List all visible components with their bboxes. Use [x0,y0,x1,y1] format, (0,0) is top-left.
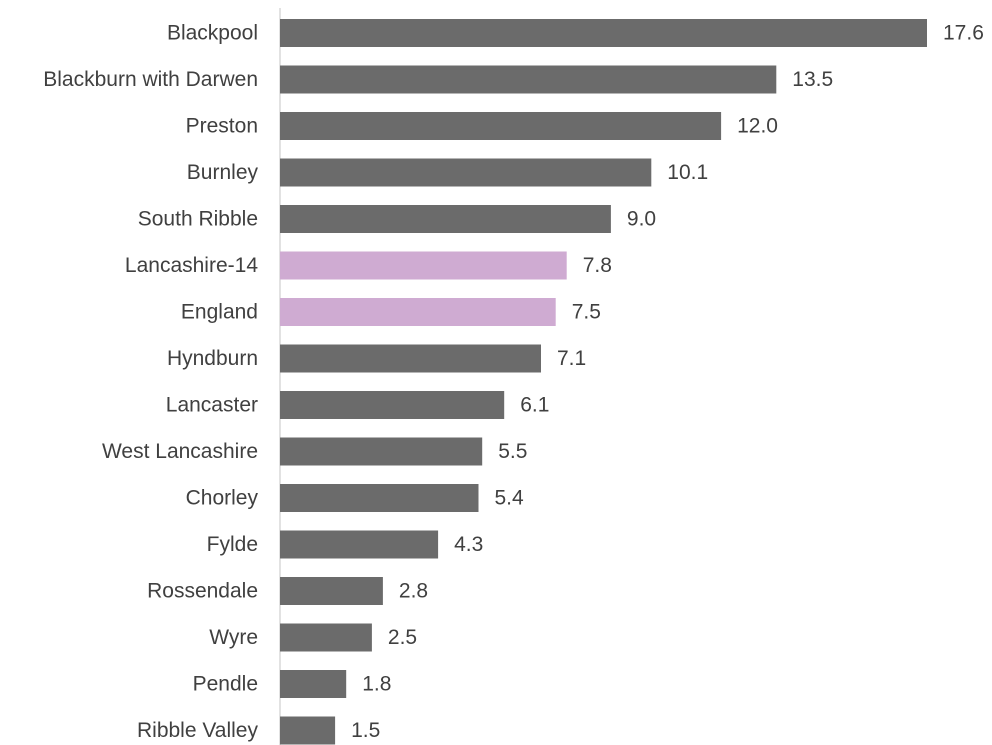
category-label: Pendle [193,673,258,696]
bar-south-ribble [280,205,611,233]
bar-rossendale [280,577,383,605]
bar-fylde [280,530,439,559]
bar-blackburn-with-darwen [280,65,777,94]
bar-wyre [280,623,372,652]
value-label: 1.8 [362,673,391,696]
value-label: 10.1 [667,161,708,184]
category-labels-group: Blackpool Blackburn with Darwen Preston Bur… [43,22,258,743]
value-label: 4.3 [454,533,483,556]
bar-england [280,298,556,326]
bar-lancashire-14 [280,251,567,280]
category-label: Fylde [207,533,258,556]
category-label: Chorley [186,487,259,510]
value-label: 7.8 [583,254,612,277]
bars-group [280,19,927,745]
bar-lancaster [280,391,505,419]
category-label: Blackburn with Darwen [43,68,258,91]
category-label: South Ribble [138,208,258,231]
category-label: Wyre [209,626,258,649]
value-label: 2.5 [388,626,417,649]
bar-pendle [280,670,347,698]
value-label: 7.5 [572,301,601,324]
bar-ribble-valley [280,716,336,745]
value-label: 5.5 [498,440,527,463]
category-label: Burnley [187,161,259,184]
bar-blackpool [280,19,927,47]
value-label: 1.5 [351,719,380,742]
category-label: Hyndburn [167,347,258,370]
value-label: 2.8 [399,580,428,603]
category-label: Preston [186,115,258,138]
bar-west-lancashire [280,437,483,466]
value-label: 13.5 [792,68,833,91]
value-label: 6.1 [520,394,549,417]
category-label: Ribble Valley [137,719,259,742]
value-label: 9.0 [627,208,656,231]
category-label: West Lancashire [102,440,258,463]
category-label: Blackpool [167,22,258,45]
value-label: 7.1 [557,347,586,370]
bar-burnley [280,158,652,187]
category-label: Lancaster [166,394,258,417]
bar-preston [280,112,722,140]
category-label: Rossendale [147,580,258,603]
bar-chorley [280,484,479,512]
bar-hyndburn [280,344,541,373]
value-label: 17.6 [943,22,984,45]
value-label: 5.4 [495,487,525,510]
value-label: 12.0 [737,115,778,138]
value-labels-group: 17.6 13.5 12.0 10.1 9.0 7.8 7.5 7.1 6.1 5.5 5.4 4.3… [351,22,984,743]
category-label: Lancashire-14 [125,254,258,277]
category-label: England [181,301,258,324]
